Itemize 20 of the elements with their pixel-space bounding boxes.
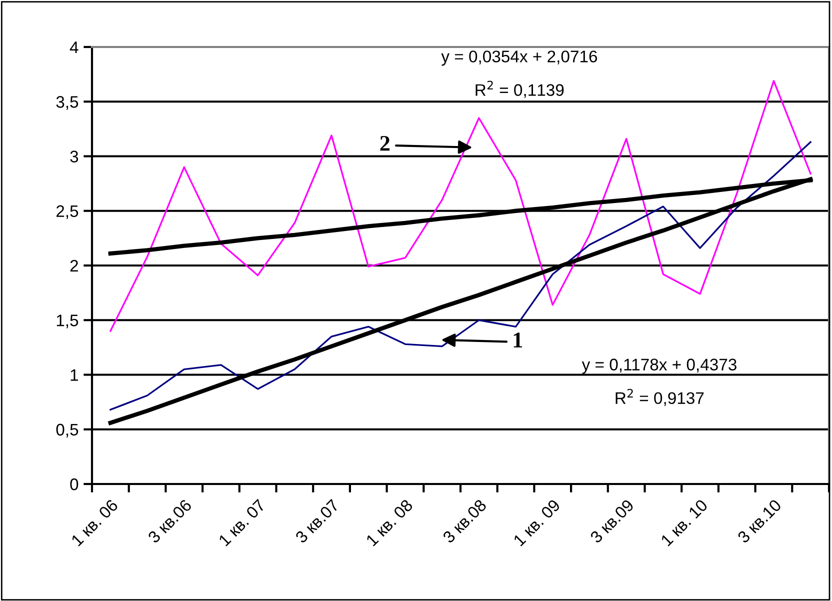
y-tick-label: 1,5 <box>56 314 78 328</box>
annotation: y = 0,0354x + 2,0716 <box>441 50 598 66</box>
annotation: 2 <box>380 136 390 151</box>
y-tick-label: 3 <box>70 150 78 162</box>
x-tick-label: 1 кв. 07 <box>218 498 266 547</box>
x-tick-label: 1 кв. 10 <box>660 498 708 547</box>
annotation: 1 <box>514 332 522 348</box>
y-tick-label: 2 <box>70 260 78 272</box>
y-tick-label: 0,5 <box>56 424 78 438</box>
y-tick-label: 0 <box>70 478 78 490</box>
x-tick-label: 1 кв. 09 <box>512 498 561 547</box>
y-tick-label: 4 <box>70 42 78 54</box>
annotation: y = 0,1178x + 0,4373 <box>582 358 736 374</box>
annotation: R$^{2}$ = 0,1139 <box>476 80 564 98</box>
x-tick-label: 1 кв. 08 <box>366 498 414 547</box>
x-tick-label: 1 кв. 06 <box>70 498 119 547</box>
annotation: R$^{2}$ = 0,9137 <box>616 388 704 406</box>
y-tick-label: 3,5 <box>56 96 78 110</box>
y-tick-label: 2,5 <box>56 205 78 220</box>
y-tick-label: 1 <box>70 369 78 381</box>
